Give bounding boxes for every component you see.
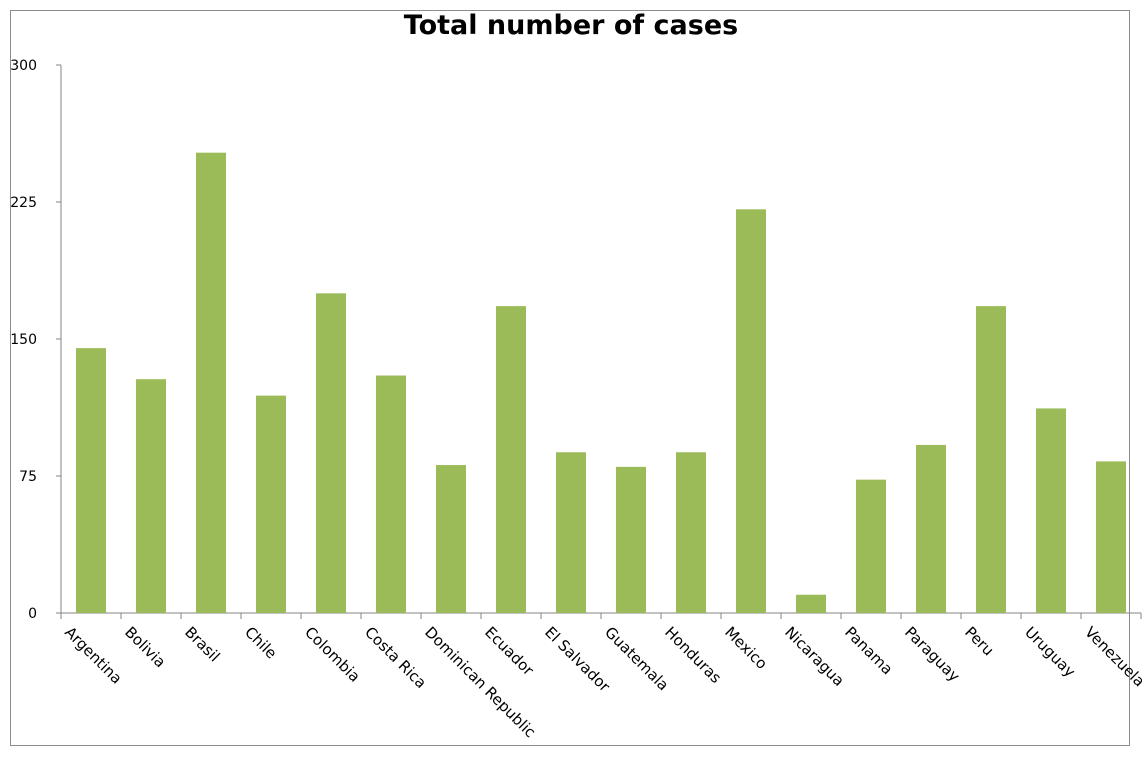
y-tick-label: 75: [19, 469, 37, 485]
x-axis: [60, 612, 1142, 619]
y-axis: [56, 64, 62, 614]
bar-guatemala: [616, 466, 646, 613]
x-tick-label: Mexico: [721, 623, 771, 673]
x-tick-label: Argentina: [61, 623, 125, 687]
bar-uruguay: [1036, 408, 1066, 613]
bar-costa-rica: [376, 375, 406, 613]
bar-chile: [256, 395, 286, 613]
bar-ecuador: [496, 306, 526, 613]
bar-nicaragua: [796, 594, 826, 613]
bar-paraguay: [916, 444, 946, 613]
bar-colombia: [316, 293, 346, 613]
bar-argentina: [76, 348, 106, 613]
y-tick-label: 300: [10, 58, 37, 74]
bar-brasil: [196, 152, 226, 613]
x-tick-label: Paraguay: [901, 623, 963, 685]
bar-el-salvador: [556, 452, 586, 613]
bar-bolivia: [136, 379, 166, 613]
bar-dominican-republic: [436, 465, 466, 613]
bar-venezuela: [1096, 461, 1126, 613]
x-tick-label: Colombia: [301, 623, 364, 686]
bar-peru: [976, 306, 1006, 613]
bar-mexico: [736, 209, 766, 613]
x-tick-label: Venezuela: [1081, 623, 1142, 690]
x-tick-label: Panama: [841, 623, 896, 678]
y-tick-label: 0: [28, 606, 37, 622]
x-tick-label: Nicaragua: [781, 623, 848, 690]
y-tick-labels: 0 75 150 225 300: [10, 58, 37, 622]
chart-frame: [10, 10, 1130, 746]
x-tick-label: Uruguay: [1021, 623, 1079, 681]
x-tick-label: Bolivia: [121, 623, 169, 671]
bar-honduras: [676, 452, 706, 613]
x-tick-label: Ecuador: [481, 623, 538, 680]
x-tick-label: Chile: [241, 623, 280, 662]
x-tick-label: Peru: [961, 623, 997, 659]
y-tick-label: 150: [10, 332, 37, 348]
x-tick-label: Brasil: [181, 623, 223, 665]
x-tick-label: Costa Rica: [361, 623, 430, 692]
bar-panama: [856, 479, 886, 613]
y-tick-label: 225: [10, 195, 37, 211]
chart-title: Total number of cases: [403, 10, 739, 41]
x-tick-label: Honduras: [661, 623, 725, 687]
bar-series: [76, 152, 1126, 613]
x-tick-label: Dominican Republic: [421, 623, 539, 741]
